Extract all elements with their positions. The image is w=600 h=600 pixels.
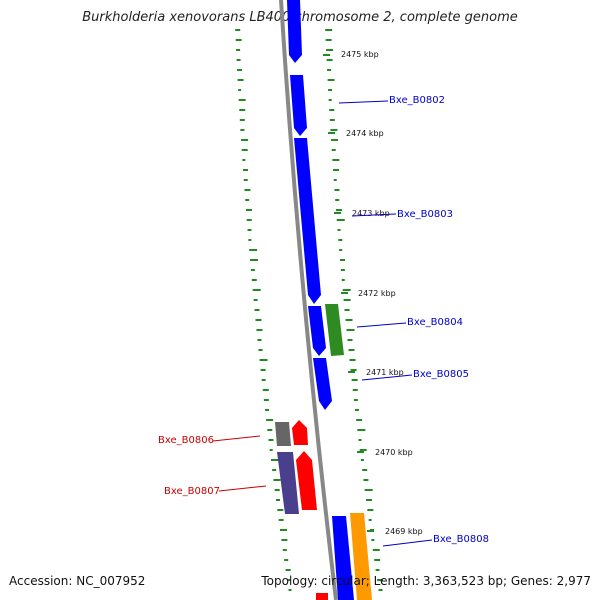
gene-feature-bxe-b0806[interactable] [292, 420, 308, 445]
tick-label: 2470 kbp [375, 448, 413, 457]
gene-label-text: Bxe_B0802 [389, 95, 445, 106]
gene-feature-grey[interactable] [275, 422, 291, 446]
chromosome-backbone [279, 0, 338, 600]
accession-text: Accession: NC_007952 [9, 574, 146, 588]
gene-label-bxe-b0802[interactable]: Bxe_B0802 [338, 95, 445, 106]
tick-label: 2472 kbp [358, 289, 396, 298]
tick-2473: 2473 kbp [334, 209, 390, 218]
gene-label-bxe-b0806[interactable]: Bxe_B0806 [158, 435, 261, 446]
gene-label-text: Bxe_B0803 [397, 209, 453, 220]
gene-label-text: Bxe_B0808 [433, 534, 489, 545]
tick-2475: 2475 kbp [323, 50, 379, 59]
tick-label: 2469 kbp [385, 527, 423, 536]
gene-label-text: Bxe_B0806 [158, 435, 214, 446]
tick-label: 2475 kbp [341, 50, 379, 59]
genome-summary-text: Topology: circular; Length: 3,363,523 bp… [261, 574, 591, 588]
gene-label-bxe-b0805[interactable]: Bxe_B0805 [361, 369, 469, 381]
gene-feature-bxe-b0808[interactable] [332, 516, 354, 600]
gene-label-text: Bxe_B0805 [413, 369, 469, 380]
gene-label-bxe-b0803[interactable]: Bxe_B0803 [351, 209, 453, 220]
gene-label-bxe-b0804[interactable]: Bxe_B0804 [356, 317, 463, 328]
gene-feature-bxe-b0802[interactable] [290, 75, 307, 136]
gene-label-text: Bxe_B0807 [164, 486, 220, 497]
gene-feature-bxe-b0808-orange[interactable] [350, 513, 372, 600]
gene-feature-bxe-b0807-hypothetical[interactable] [277, 452, 299, 514]
tick-label: 2473 kbp [352, 209, 390, 218]
gene-feature-bxe-b0804[interactable] [308, 306, 326, 356]
tick-2472: 2472 kbp [341, 289, 396, 298]
gc-track-left [235, 29, 292, 591]
gene-label-text: Bxe_B0804 [407, 317, 463, 328]
gene-feature-bxe-b0805[interactable] [313, 358, 332, 410]
tick-2474: 2474 kbp [328, 129, 384, 138]
gene-feature-bottom-red[interactable] [316, 593, 328, 600]
tick-label: 2471 kbp [366, 368, 404, 377]
gc-track-right [325, 29, 384, 591]
tick-2471: 2471 kbp [348, 368, 404, 377]
gene-label-bxe-b0807[interactable]: Bxe_B0807 [164, 485, 267, 497]
tick-2469: 2469 kbp [367, 527, 423, 536]
tick-2470: 2470 kbp [357, 448, 413, 457]
gene-feature-top[interactable] [287, 0, 302, 63]
gene-feature-bxe-b0804-rna[interactable] [325, 304, 344, 356]
gene-feature-bxe-b0803[interactable] [294, 138, 321, 304]
gene-label-bxe-b0808[interactable]: Bxe_B0808 [382, 534, 489, 547]
tick-label: 2474 kbp [346, 129, 384, 138]
gene-feature-bxe-b0807[interactable] [296, 451, 317, 510]
